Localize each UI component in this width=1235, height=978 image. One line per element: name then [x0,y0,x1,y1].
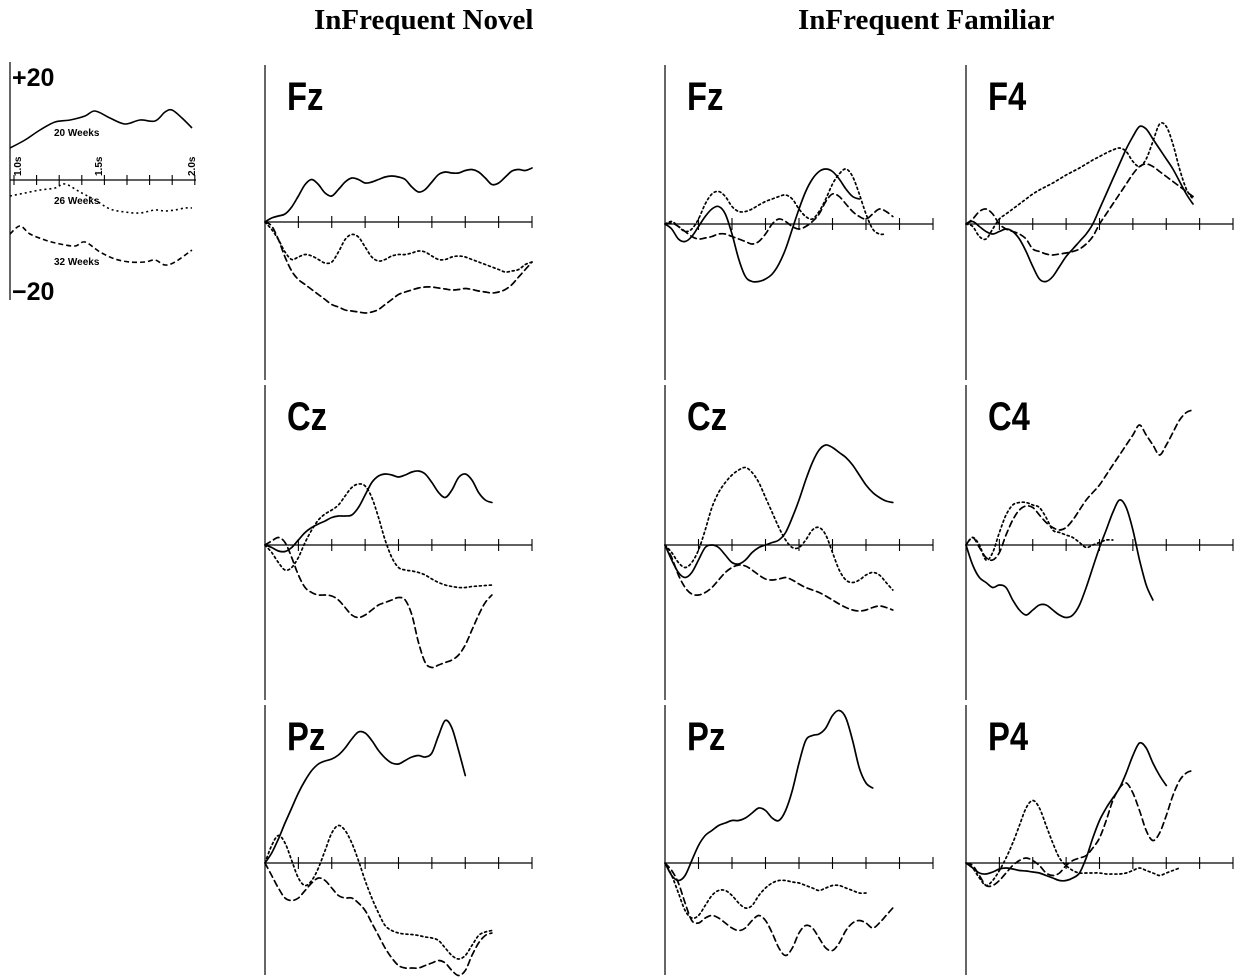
header-infrequent-familiar: InFrequent Familiar [798,4,1055,36]
series-line-20-weeks [664,444,894,579]
panel-label: Pz [687,714,725,759]
legend-series-32-weeks: 32 Weeks [54,257,100,268]
series-line-32-weeks [965,409,1194,562]
series-line-20-weeks [264,719,467,864]
panel-f4-familiar: F4 [965,65,1234,380]
series-line-32-weeks [965,163,1194,256]
panel-label: Cz [287,394,327,439]
series-line-26-weeks [664,466,894,591]
series-line-32-weeks [264,862,493,977]
legend-time-start: 1.0s [13,156,24,176]
panel-pz-novel: Pz [264,705,533,977]
series-line-20-weeks [664,168,861,283]
series-line-32-weeks [664,544,894,612]
series-line-20-weeks [264,167,533,223]
legend-time-mid: 1.5s [94,156,105,176]
series-line-26-weeks [965,501,1114,562]
panel-label: Pz [287,714,325,759]
panel-label: Cz [687,394,727,439]
series-line-26-weeks [664,168,887,236]
panel-pz-familiar: Pz [664,705,934,975]
legend-scale-panel: +20 −20 1.0s 1.5s 2.0s 20 Weeks 26 Weeks… [9,62,198,306]
series-line-32-weeks [664,192,894,245]
series-line-20-weeks [664,709,874,882]
panel-cz-familiar: Cz [664,385,934,700]
panel-label: C4 [988,394,1031,439]
series-line-20-weeks [965,125,1194,283]
series-line-26-weeks [264,483,493,589]
legend-series-20-weeks: 20 Weeks [54,128,100,139]
legend-line-20-weeks [9,108,193,149]
series-line-32-weeks [264,221,533,314]
series-line-32-weeks [664,862,894,957]
panel-label: F4 [988,74,1027,119]
series-line-20-weeks [965,741,1168,882]
legend-scale-top: +20 [12,64,54,92]
panel-label: Fz [687,74,723,119]
panel-label: Fz [287,74,323,119]
series-line-20-weeks [264,470,493,553]
series-line-32-weeks [965,769,1194,888]
series-line-26-weeks [664,862,867,920]
legend-series-26-weeks: 26 Weeks [54,196,100,207]
series-line-32-weeks [264,536,493,669]
series-line-20-weeks [965,499,1154,619]
legend-line-26-weeks [9,183,193,214]
legend-scale-bottom: −20 [12,278,54,306]
series-line-26-weeks [264,824,493,960]
panel-fz-familiar: Fz [664,65,934,380]
panel-p4-familiar: P4 [965,705,1234,975]
panel-cz-novel: Cz [264,385,533,700]
series-line-26-weeks [965,121,1194,241]
panel-fz-novel: Fz [264,65,533,380]
panel-label: P4 [988,714,1029,759]
series-line-26-weeks [965,799,1181,887]
legend-time-end: 2.0s [187,156,198,176]
panel-c4-familiar: C4 [965,385,1234,700]
header-infrequent-novel: InFrequent Novel [314,4,534,36]
series-line-26-weeks [264,221,533,273]
